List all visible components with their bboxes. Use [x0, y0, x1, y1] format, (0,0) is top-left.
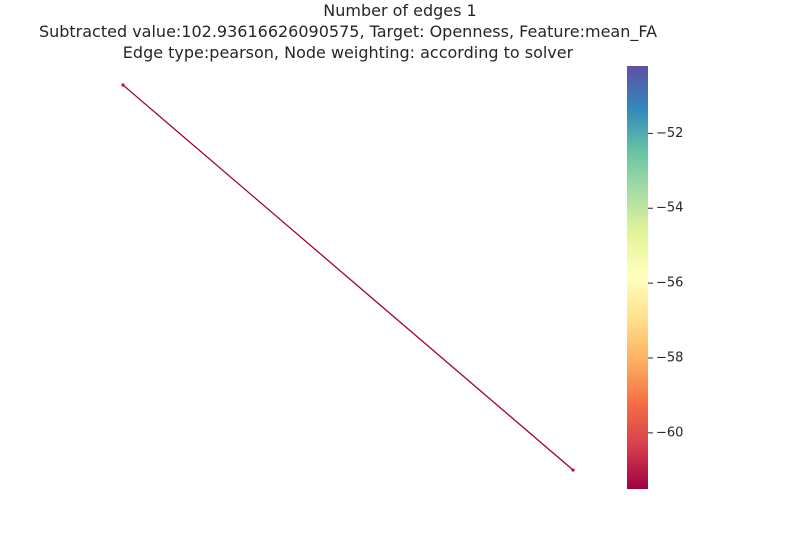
node-b [571, 468, 575, 472]
colorbar-tick-label: −58 [656, 350, 683, 365]
node-a [121, 83, 125, 87]
colorbar-tick-label: −54 [656, 201, 683, 216]
title-line-1: Number of edges 1 [323, 1, 476, 20]
colorbar: −52 −54 −56 −58 −60 [627, 66, 683, 489]
title-line-2: Subtracted value:102.93616626090575, Tar… [39, 22, 657, 42]
colorbar-tick-label: −52 [656, 126, 683, 141]
colorbar-tick-label: −56 [656, 276, 683, 291]
graph-area [121, 83, 575, 472]
colorbar-tick-label: −60 [656, 425, 683, 440]
colorbar-ticks: −52 −54 −56 −58 −60 [648, 126, 683, 440]
colorbar-gradient [627, 66, 648, 489]
edge-1 [122, 84, 574, 471]
title-line-3: Edge type:pearson, Node weighting: accor… [123, 43, 574, 62]
chart-title: Number of edges 1 Subtracted value:102.9… [39, 1, 657, 62]
